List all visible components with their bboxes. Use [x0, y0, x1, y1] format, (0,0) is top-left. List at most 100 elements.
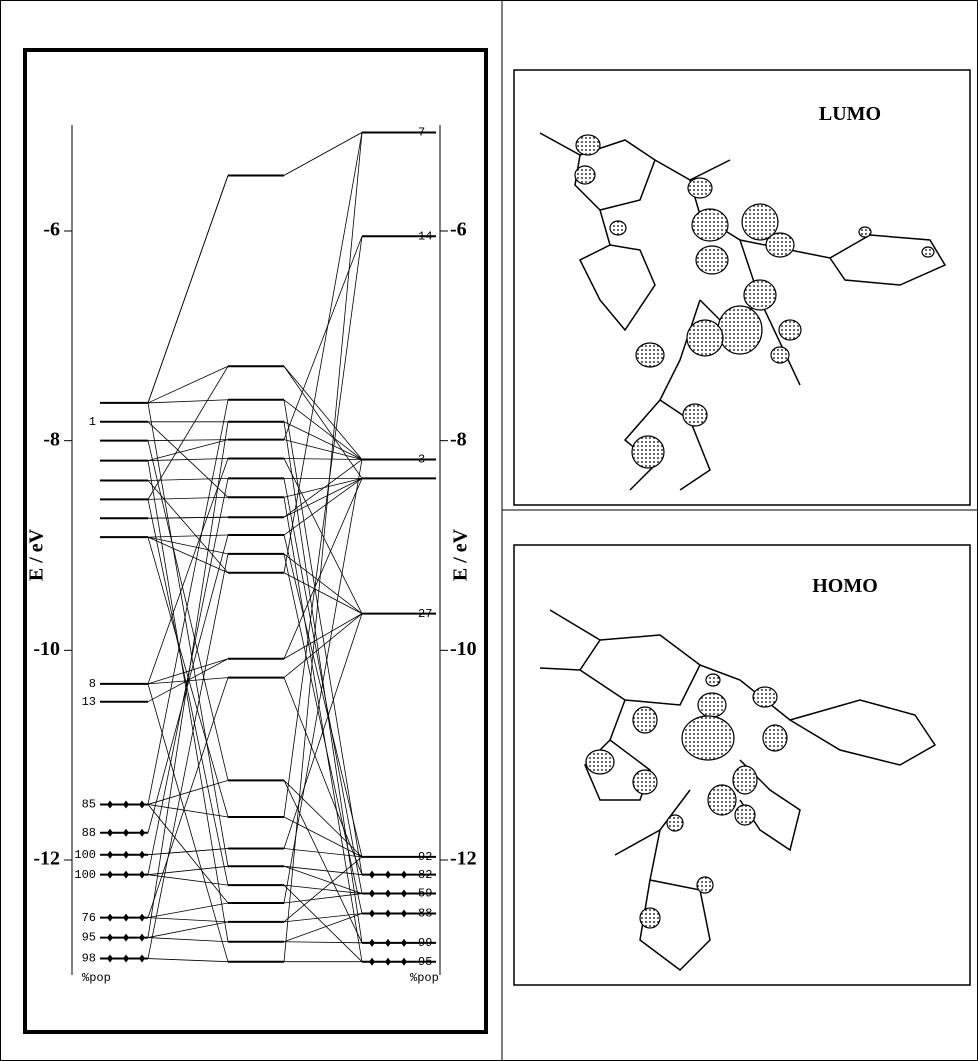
lumo-panel: [514, 70, 970, 505]
marker: [107, 934, 113, 942]
tick-label: -6: [43, 219, 60, 241]
axis-label: E / eV: [450, 528, 472, 581]
connector: [148, 400, 228, 403]
figure: E / eV E / eV %pop %pop -6-6-8-8-10-10-1…: [0, 0, 978, 1061]
connector: [148, 959, 228, 962]
connector: [148, 440, 228, 461]
connector: [148, 554, 228, 959]
marker: [123, 800, 129, 808]
level-label: 3: [418, 453, 425, 467]
level-label: 98: [82, 952, 96, 966]
marker: [107, 851, 113, 859]
marker: [139, 955, 145, 963]
marker: [369, 958, 375, 966]
connector: [148, 461, 228, 942]
connector: [284, 132, 362, 175]
levels: -6-6-8-8-10-10-12-1218138588100100769598…: [33, 126, 476, 969]
connector: [148, 175, 228, 402]
connector: [284, 236, 362, 439]
marker: [385, 890, 391, 898]
connector: [148, 938, 228, 942]
marker: [385, 958, 391, 966]
level-label: 27: [418, 607, 432, 621]
level-label: 13: [82, 695, 96, 709]
level-label: 85: [82, 798, 96, 812]
marker: [139, 829, 145, 837]
connector: [284, 848, 362, 856]
marker: [369, 939, 375, 947]
marker: [107, 955, 113, 963]
marker: [123, 829, 129, 837]
connector: [148, 537, 228, 573]
marker: [123, 934, 129, 942]
axis-label: E / eV: [26, 528, 48, 581]
connector: [284, 614, 362, 659]
marker: [107, 800, 113, 808]
level-label: 95: [418, 955, 432, 969]
marker: [385, 939, 391, 947]
marker: [401, 958, 407, 966]
connector: [148, 922, 228, 938]
level-label: 76: [82, 911, 96, 925]
connector: [284, 440, 362, 460]
connector: [148, 517, 228, 518]
marker: [401, 909, 407, 917]
level-label: 7: [418, 126, 425, 140]
level-label: 92: [418, 850, 432, 864]
marker: [123, 955, 129, 963]
marker: [107, 914, 113, 922]
connector: [284, 458, 362, 459]
connector: [148, 366, 228, 403]
marker: [385, 909, 391, 917]
tick-label: -10: [33, 638, 60, 660]
level-label: 82: [418, 868, 432, 882]
level-label: 88: [418, 907, 432, 921]
level-label: 14: [418, 229, 432, 243]
level-label: 95: [82, 931, 96, 945]
connector: [284, 366, 362, 459]
connector: [284, 614, 362, 678]
connector: [148, 440, 228, 441]
marker: [401, 871, 407, 879]
marker: [123, 871, 129, 879]
tick-label: -8: [450, 428, 467, 450]
pop-label: %pop: [410, 971, 439, 985]
level-label: 1: [89, 415, 96, 429]
lumo-molecule: [540, 133, 945, 490]
connector: [148, 499, 228, 885]
connector: [284, 942, 362, 943]
marker: [139, 914, 145, 922]
level-label: 100: [74, 868, 96, 882]
level-label: 99: [418, 936, 432, 950]
marker: [369, 871, 375, 879]
connector: [148, 875, 228, 885]
connector: [148, 903, 228, 918]
homo-panel: [514, 545, 970, 985]
connector: [284, 422, 362, 460]
marker: [139, 800, 145, 808]
marker: [107, 871, 113, 879]
connector: [284, 894, 362, 903]
connector: [148, 780, 228, 804]
connector: [284, 400, 362, 875]
marker: [107, 829, 113, 837]
marker: [369, 909, 375, 917]
tick-label: -10: [450, 638, 477, 660]
pop-label: %pop: [82, 971, 111, 985]
marker: [385, 871, 391, 879]
connector: [284, 458, 362, 613]
level-label: 100: [74, 848, 96, 862]
marker: [401, 939, 407, 947]
homo-molecule: [540, 610, 935, 970]
tick-label: -12: [450, 848, 477, 870]
marker: [369, 890, 375, 898]
marker: [139, 871, 145, 879]
outer-frame: [1, 1, 978, 1061]
level-label: 59: [418, 887, 432, 901]
orbital-title: HOMO: [812, 575, 878, 597]
orbital-title: LUMO: [819, 103, 881, 125]
marker: [123, 914, 129, 922]
tick-label: -8: [43, 428, 60, 450]
level-label: 8: [89, 677, 96, 691]
connector: [284, 478, 362, 893]
